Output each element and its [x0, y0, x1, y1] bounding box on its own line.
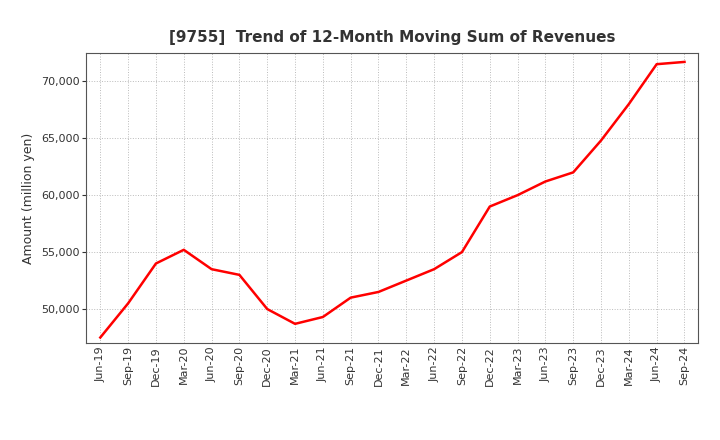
Title: [9755]  Trend of 12-Month Moving Sum of Revenues: [9755] Trend of 12-Month Moving Sum of R… [169, 29, 616, 45]
Y-axis label: Amount (million yen): Amount (million yen) [22, 132, 35, 264]
